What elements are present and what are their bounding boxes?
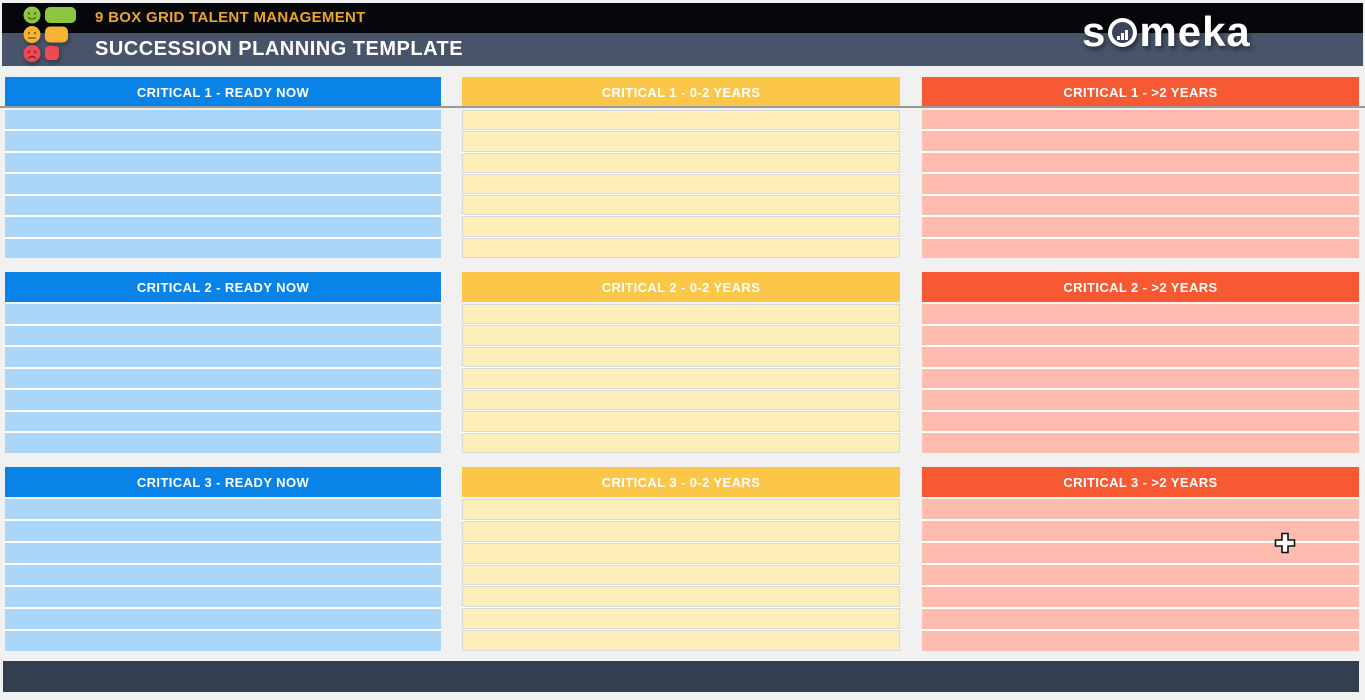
grid-cell-row[interactable] [462,411,900,432]
grid-cell-row[interactable] [922,110,1359,130]
grid-cell-row[interactable] [462,304,900,325]
grid-cell-row[interactable] [922,411,1359,432]
grid-cell-row[interactable] [922,631,1359,651]
grid-cell-row[interactable] [922,174,1359,194]
section-rows-critical1-over-2-years [922,110,1359,258]
grid-cell-row[interactable] [5,499,441,519]
grid-cell-row[interactable] [922,433,1359,454]
section-header-critical3-over-2-years[interactable]: CRITICAL 3 - >2 YEARS [922,467,1359,497]
grid-cell-row[interactable] [5,433,441,454]
section-rows-critical2-0-2-years [462,304,900,453]
section-rows-critical3-ready-now [5,499,441,651]
grid-cell-row[interactable] [5,609,441,629]
grid-cell-row[interactable] [462,608,900,630]
grid-cell-row[interactable] [5,347,441,367]
grid-cell-row[interactable] [462,499,900,520]
footer-bar [3,661,1359,692]
section-header-critical3-0-2-years[interactable]: CRITICAL 3 - 0-2 YEARS [462,467,900,497]
grid-cell-row[interactable] [5,325,441,346]
grid-cell-row[interactable] [922,131,1359,151]
grid-cell-row[interactable] [462,152,900,173]
section-rows-critical3-0-2-years [462,499,900,652]
grid-cell-row[interactable] [462,195,900,216]
grid-cell-row[interactable] [462,325,900,346]
grid-cell-row[interactable] [462,173,900,195]
section-header-critical1-0-2-years[interactable]: CRITICAL 1 - 0-2 YEARS [462,77,900,107]
brand-text-suffix: meka [1139,8,1251,55]
grid-cell-row[interactable] [5,238,441,258]
grid-cell-row[interactable] [462,110,900,131]
grid-cell-row[interactable] [462,630,900,652]
grid-cell-row[interactable] [462,131,900,152]
grid-cell-row[interactable] [5,152,441,173]
grid-cell-row[interactable] [922,499,1359,519]
section-header-critical1-ready-now[interactable]: CRITICAL 1 - READY NOW [5,77,441,107]
section-rows-critical3-over-2-years [922,499,1359,651]
grid-cell-row[interactable] [5,131,441,151]
grid-cell-row[interactable] [462,564,900,586]
grid-cell-row[interactable] [922,325,1359,346]
someka-logo-mark-icon [20,6,78,69]
grid-cell-row[interactable] [5,631,441,651]
grid-cell-row[interactable] [922,609,1359,629]
grid-cell-row[interactable] [922,217,1359,237]
grid-cell-row[interactable] [462,368,900,389]
brand-text-prefix: s [1082,8,1107,55]
grid-cell-row[interactable] [462,542,900,564]
grid-cell-row[interactable] [5,587,441,607]
section-header-critical2-0-2-years[interactable]: CRITICAL 2 - 0-2 YEARS [462,272,900,302]
grid-cell-row[interactable] [462,586,900,608]
grid-cell-row[interactable] [462,237,900,258]
grid-cell-row[interactable] [922,543,1359,563]
grid-cell-row[interactable] [5,174,441,194]
excel-plus-cursor-icon [1274,532,1296,559]
section-rows-critical2-over-2-years [922,304,1359,454]
frozen-pane-divider [0,106,1365,108]
grid-cell-row[interactable] [5,521,441,541]
grid-cell-row[interactable] [5,304,441,324]
page-title: SUCCESSION PLANNING TEMPLATE [95,38,464,60]
grid-cell-row[interactable] [462,346,900,368]
grid-cell-row[interactable] [462,520,900,542]
grid-cell-row[interactable] [922,368,1359,389]
grid-cell-row[interactable] [462,216,900,237]
product-line-title: 9 BOX GRID TALENT MANAGEMENT [95,9,366,26]
grid-cell-row[interactable] [922,521,1359,541]
section-rows-critical2-ready-now [5,304,441,454]
section-rows-critical1-ready-now [5,110,441,258]
section-header-critical1-over-2-years[interactable]: CRITICAL 1 - >2 YEARS [922,77,1359,107]
title-bar-slate [2,33,1363,66]
grid-cell-row[interactable] [922,565,1359,585]
grid-cell-row[interactable] [922,238,1359,258]
grid-cell-row[interactable] [922,347,1359,367]
grid-cell-row[interactable] [5,411,441,432]
section-header-critical2-ready-now[interactable]: CRITICAL 2 - READY NOW [5,272,441,302]
grid-cell-row[interactable] [5,368,441,389]
grid-cell-row[interactable] [462,432,900,453]
grid-cell-row[interactable] [922,195,1359,216]
bar-chart-in-circle-icon [1108,17,1138,47]
grid-cell-row[interactable] [922,152,1359,173]
grid-cell-row[interactable] [922,587,1359,607]
grid-cell-row[interactable] [5,390,441,410]
grid-cell-row[interactable] [922,390,1359,410]
grid-cell-row[interactable] [5,110,441,130]
section-header-critical3-ready-now[interactable]: CRITICAL 3 - READY NOW [5,467,441,497]
grid-cell-row[interactable] [5,217,441,237]
section-header-critical2-over-2-years[interactable]: CRITICAL 2 - >2 YEARS [922,272,1359,302]
grid-cell-row[interactable] [5,543,441,563]
grid-cell-row[interactable] [5,195,441,216]
grid-cell-row[interactable] [5,565,441,585]
section-rows-critical1-0-2-years [462,110,900,258]
grid-cell-row[interactable] [462,389,900,411]
grid-cell-row[interactable] [922,304,1359,324]
someka-wordmark: s meka [1082,6,1251,58]
